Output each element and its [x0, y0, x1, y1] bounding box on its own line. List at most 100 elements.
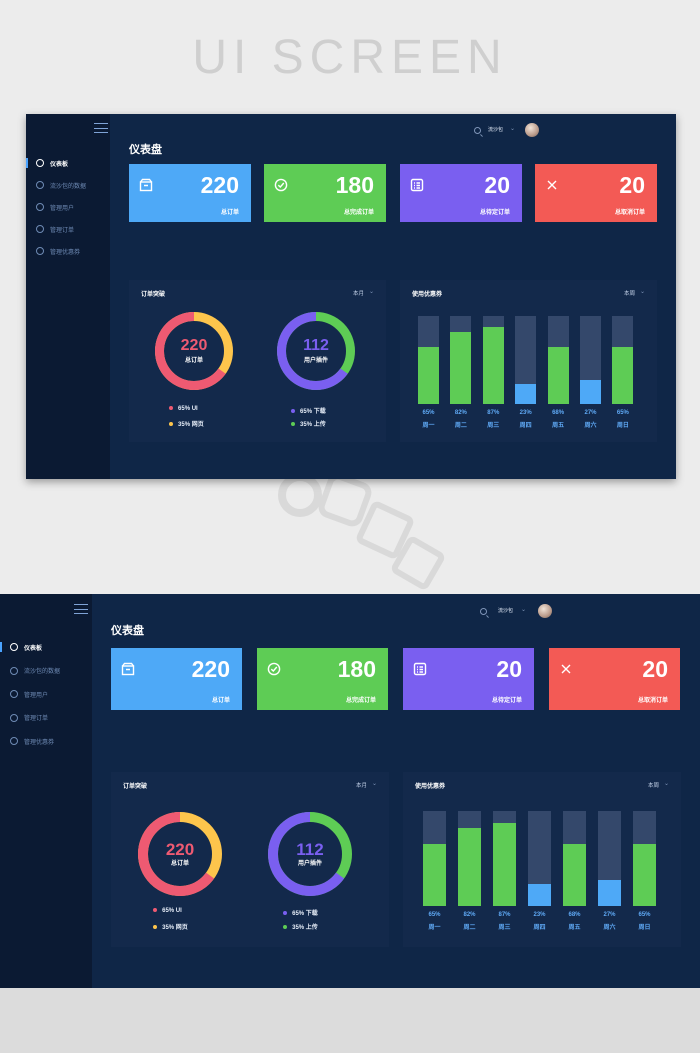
bar-category-label: 周六 — [584, 423, 597, 429]
legend-dot — [153, 908, 158, 913]
username[interactable]: 流沙包 — [498, 608, 514, 614]
chevron-down-icon[interactable]: ⌄ — [371, 781, 377, 787]
legend-text: 35% 上传 — [300, 422, 326, 428]
sidebar-item-2[interactable]: 管理用户 — [26, 199, 74, 215]
legend-item: 35% 网页 — [153, 922, 188, 931]
check-circle-icon — [267, 662, 281, 676]
sidebar-item-label: 管理优惠券 — [50, 249, 81, 256]
legend-text: 65% UI — [178, 406, 198, 412]
nav-item-icon — [10, 737, 18, 745]
avatar[interactable] — [525, 123, 539, 137]
page-title: 仪表盘 — [129, 144, 162, 156]
menu-icon[interactable] — [74, 604, 88, 614]
avatar[interactable] — [538, 604, 552, 618]
legend-text: 65% 下载 — [300, 409, 326, 415]
donut-chart-1: 220 总订单 — [138, 812, 222, 896]
sidebar-item-4[interactable]: 管理优惠券 — [26, 243, 80, 259]
legend-dot — [153, 925, 158, 930]
stat-card-0[interactable]: 220 总订单 — [129, 164, 251, 222]
donut-value: 220 — [180, 337, 208, 355]
box-icon — [139, 178, 153, 192]
bar-category-label: 周二 — [463, 925, 476, 931]
search-icon[interactable] — [474, 127, 481, 134]
legend-item: 65% UI — [169, 406, 198, 412]
stat-card-0[interactable]: 220 总订单 — [111, 648, 242, 710]
coupon-period-select[interactable]: 本周 — [623, 291, 635, 297]
stat-value: 20 — [496, 656, 522, 682]
donut-label: 用户插件 — [303, 358, 328, 364]
chevron-down-icon[interactable]: ⌄ — [639, 289, 645, 295]
stat-label: 总取消订单 — [614, 210, 645, 216]
sidebar: 仪表板流沙包的数据 管理用户管理订单管理优惠券 — [26, 114, 110, 479]
sidebar-item-0[interactable]: 仪表板 — [26, 155, 68, 171]
orders-period-select[interactable]: 本月 — [355, 783, 367, 789]
list-icon — [413, 662, 427, 676]
bar-value-label: 82% — [454, 410, 467, 416]
coupon-panel-title: 使用优惠券 — [415, 784, 446, 790]
page-headline: UI SCREEN — [192, 31, 508, 84]
sidebar-item-1[interactable]: 流沙包的数据 — [26, 177, 86, 193]
bar-column: 65% 周日 — [612, 316, 634, 429]
bar-category-label: 周三 — [498, 925, 511, 931]
stat-card-2[interactable]: 20 总待定订单 — [403, 648, 534, 710]
chevron-down-icon[interactable]: ⌄ — [368, 289, 374, 295]
sidebar-item-2[interactable]: 管理用户 — [0, 686, 48, 702]
chevron-down-icon[interactable]: ⌄ — [510, 126, 516, 132]
legend-item: 65% 下载 — [291, 406, 326, 415]
sidebar-item-label: 管理订单 — [50, 227, 75, 234]
coupon-panel: 使用优惠券 本周 ⌄ 65% 周一 82% 周二 87% 周三 23% 周四 6… — [400, 280, 657, 442]
legend-text: 35% 网页 — [162, 925, 188, 931]
sidebar-item-3[interactable]: 管理订单 — [26, 221, 74, 237]
coupon-period-select[interactable]: 本周 — [647, 783, 659, 789]
bar-value-label: 65% — [616, 410, 629, 416]
bar-category-label: 周三 — [487, 423, 500, 429]
bar-column: 87% 周三 — [493, 811, 516, 931]
bar — [547, 346, 569, 404]
sidebar-item-label: 仪表板 — [24, 645, 43, 652]
legend-item: 65% UI — [153, 908, 182, 914]
stat-card-3[interactable]: 20 总取消订单 — [535, 164, 657, 222]
stat-value: 20 — [484, 172, 510, 198]
bar — [418, 346, 439, 404]
nav-item-icon — [36, 225, 44, 233]
bar-column: 23% 周四 — [515, 316, 537, 429]
bar-category-label: 周五 — [568, 925, 581, 931]
nav-item-icon — [36, 203, 44, 211]
orders-period-select[interactable]: 本月 — [352, 291, 364, 297]
bar-column: 65% 周日 — [633, 811, 656, 931]
search-icon[interactable] — [480, 608, 487, 615]
stat-value: 180 — [335, 172, 374, 198]
stat-value: 180 — [337, 656, 376, 682]
bar-column: 82% 周二 — [458, 811, 481, 931]
bar-value-label: 27% — [584, 410, 597, 416]
stat-card-1[interactable]: 180 总完成订单 — [264, 164, 386, 222]
sidebar-item-label: 管理优惠券 — [24, 739, 55, 746]
sidebar-item-4[interactable]: 管理优惠券 — [0, 733, 54, 749]
donut-label: 总订单 — [184, 358, 203, 364]
sidebar-item-3[interactable]: 管理订单 — [0, 710, 48, 726]
sidebar-item-label: 仪表板 — [50, 161, 69, 168]
dashboard-preview-bottom: 仪表板流沙包的数据 管理用户管理订单管理优惠券 流沙包 ⌄ 仪表盘 220 总订单… — [0, 594, 700, 988]
bar-value-label: 65% — [638, 912, 651, 918]
stat-label: 总订单 — [211, 698, 230, 704]
chevron-down-icon[interactable]: ⌄ — [663, 781, 669, 787]
bar — [458, 828, 481, 906]
nav-item-icon — [10, 666, 18, 675]
bar — [598, 880, 621, 906]
chevron-down-icon[interactable]: ⌄ — [521, 607, 527, 613]
stat-card-2[interactable]: 20 总待定订单 — [400, 164, 522, 222]
menu-icon[interactable] — [94, 123, 108, 133]
sidebar-item-0[interactable]: 仪表板 — [0, 639, 42, 655]
box-icon — [121, 662, 135, 676]
username[interactable]: 流沙包 — [488, 127, 504, 133]
stat-card-1[interactable]: 180 总完成订单 — [257, 648, 388, 710]
nav-item-icon — [36, 181, 44, 189]
stat-card-3[interactable]: 20 总取消订单 — [549, 648, 680, 710]
bar-category-label: 周一 — [428, 925, 441, 931]
sidebar-item-1[interactable]: 流沙包的数据 — [0, 663, 60, 679]
legend-text: 35% 上传 — [292, 925, 318, 931]
bar-category-label: 周日 — [638, 925, 651, 931]
bar-value-label: 27% — [603, 912, 616, 918]
page-title: 仪表盘 — [111, 625, 144, 637]
bar-category-label: 周四 — [519, 423, 532, 429]
